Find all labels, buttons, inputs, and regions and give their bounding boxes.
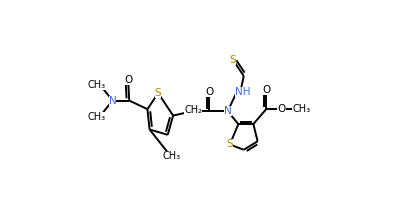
Text: CH₂: CH₂ [185,105,202,114]
Text: CH₃: CH₃ [292,104,311,114]
Text: O: O [262,85,270,95]
Text: S: S [227,140,233,149]
Text: O: O [205,87,214,97]
Text: S: S [155,88,162,98]
Text: CH₃: CH₃ [163,151,181,161]
Text: S: S [230,55,236,65]
Text: N: N [224,106,231,116]
Text: CH₃: CH₃ [88,112,106,122]
Text: N: N [109,96,116,106]
Text: O: O [124,75,132,85]
Text: CH₃: CH₃ [88,80,106,89]
Text: O: O [278,104,286,114]
Text: NH: NH [235,88,250,97]
